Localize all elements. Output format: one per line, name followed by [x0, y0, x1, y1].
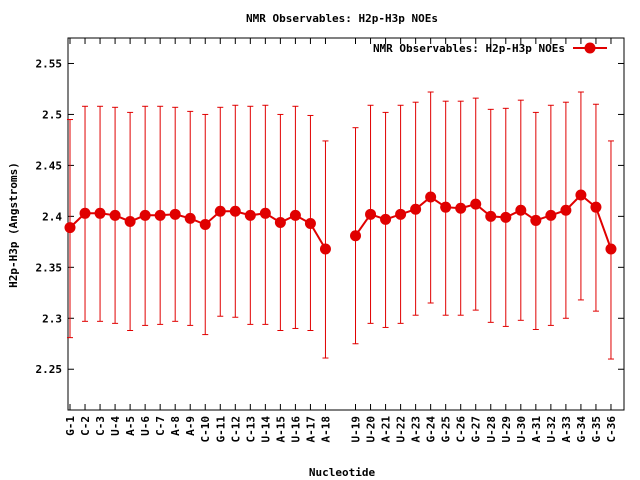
data-point [124, 215, 136, 227]
y-tick-label: 2.4 [42, 210, 62, 223]
x-tick-label: A-23 [410, 416, 423, 443]
x-tick-label: G-35 [590, 416, 603, 443]
data-point [410, 203, 422, 215]
x-tick-label: G-25 [440, 416, 453, 443]
x-tick-label: C-7 [154, 416, 167, 436]
x-tick-label: G-34 [575, 416, 588, 443]
x-tick-label: G-27 [470, 416, 483, 443]
x-tick-label: C-13 [244, 416, 257, 443]
data-point [319, 243, 331, 255]
data-point [575, 189, 587, 201]
data-point [274, 216, 286, 228]
x-tick-label: A-17 [304, 416, 317, 443]
x-tick-label: A-21 [380, 416, 393, 443]
data-point [350, 230, 362, 242]
x-tick-label: U-19 [350, 416, 363, 443]
data-point [590, 201, 602, 213]
x-tick-label: G-11 [214, 416, 227, 443]
x-tick-label: G-24 [425, 416, 438, 443]
x-tick-label: G-1 [64, 416, 77, 436]
x-tick-label: C-2 [79, 416, 92, 436]
series-points [64, 189, 617, 255]
x-tick-label: C-12 [229, 416, 242, 443]
data-point [440, 201, 452, 213]
data-point [154, 209, 166, 221]
y-axis: 2.25 2.3 2.35 2.4 2.45 2.5 2.55 [36, 57, 624, 376]
x-tick-label: C-3 [94, 416, 107, 436]
data-point [229, 205, 241, 217]
data-point [455, 202, 467, 214]
data-point [109, 209, 121, 221]
x-tick-label: C-26 [455, 416, 468, 443]
x-axis-label: Nucleotide [309, 466, 376, 479]
x-tick-label: A-18 [319, 416, 332, 443]
y-tick-label: 2.25 [36, 363, 63, 376]
x-tick-label: U-4 [109, 416, 122, 436]
x-tick-label: U-14 [259, 416, 272, 443]
data-point [199, 219, 211, 231]
x-tick-label: U-16 [289, 416, 302, 443]
series-line [354, 193, 612, 250]
data-point [530, 214, 542, 226]
x-tick-label: A-8 [169, 416, 182, 436]
data-point [500, 211, 512, 223]
data-point [470, 198, 482, 210]
data-point [395, 208, 407, 220]
x-tick-label: U-29 [500, 416, 513, 443]
data-point [485, 210, 497, 222]
x-tick-label: A-33 [560, 416, 573, 443]
x-tick-label: A-9 [184, 416, 197, 436]
plot-area-border [67, 37, 625, 411]
data-point [289, 209, 301, 221]
data-point [560, 204, 572, 216]
x-tick-label: C-10 [199, 416, 212, 443]
data-point [169, 208, 181, 220]
data-point [365, 208, 377, 220]
x-tick-label: A-5 [124, 416, 137, 436]
y-tick-label: 2.3 [42, 312, 62, 325]
x-tick-label: U-28 [485, 416, 498, 443]
y-tick-label: 2.55 [36, 57, 63, 70]
x-tick-label: U-20 [365, 416, 378, 443]
y-axis-label: H2p-H3p (Angstroms) [7, 162, 20, 288]
data-point [304, 217, 316, 229]
data-point [605, 243, 617, 255]
y-tick-label: 2.5 [42, 108, 62, 121]
data-point [380, 213, 392, 225]
data-point [94, 207, 106, 219]
data-point [545, 209, 557, 221]
data-point [259, 207, 271, 219]
x-tick-label: U-30 [515, 416, 528, 443]
legend-label: NMR Observables: H2p-H3p NOEs [373, 42, 565, 55]
series-line [69, 210, 327, 250]
legend-marker [584, 42, 596, 54]
data-point [184, 212, 196, 224]
y-tick-label: 2.35 [36, 261, 63, 274]
data-point [244, 209, 256, 221]
x-tick-label: U-6 [139, 416, 152, 436]
data-point [515, 204, 527, 216]
data-point [79, 207, 91, 219]
data-point [64, 222, 76, 234]
data-point [139, 209, 151, 221]
x-tick-label: U-32 [545, 416, 558, 443]
x-tick-label: A-15 [274, 416, 287, 443]
legend: NMR Observables: H2p-H3p NOEs [373, 42, 607, 55]
chart-title: NMR Observables: H2p-H3p NOEs [246, 12, 438, 25]
x-tick-label: C-36 [605, 416, 618, 443]
error-bars [67, 91, 614, 360]
x-axis: G-1 C-2 C-3 U-4 A-5 U-6 C-7 A-8 A-9 C-10 G-11 C-12 C… [64, 38, 618, 443]
y-tick-label: 2.45 [36, 159, 63, 172]
data-point [425, 191, 437, 203]
x-tick-label: U-22 [395, 416, 408, 443]
data-point [214, 205, 226, 217]
series-lines [69, 193, 612, 250]
x-tick-label: A-31 [530, 416, 543, 443]
